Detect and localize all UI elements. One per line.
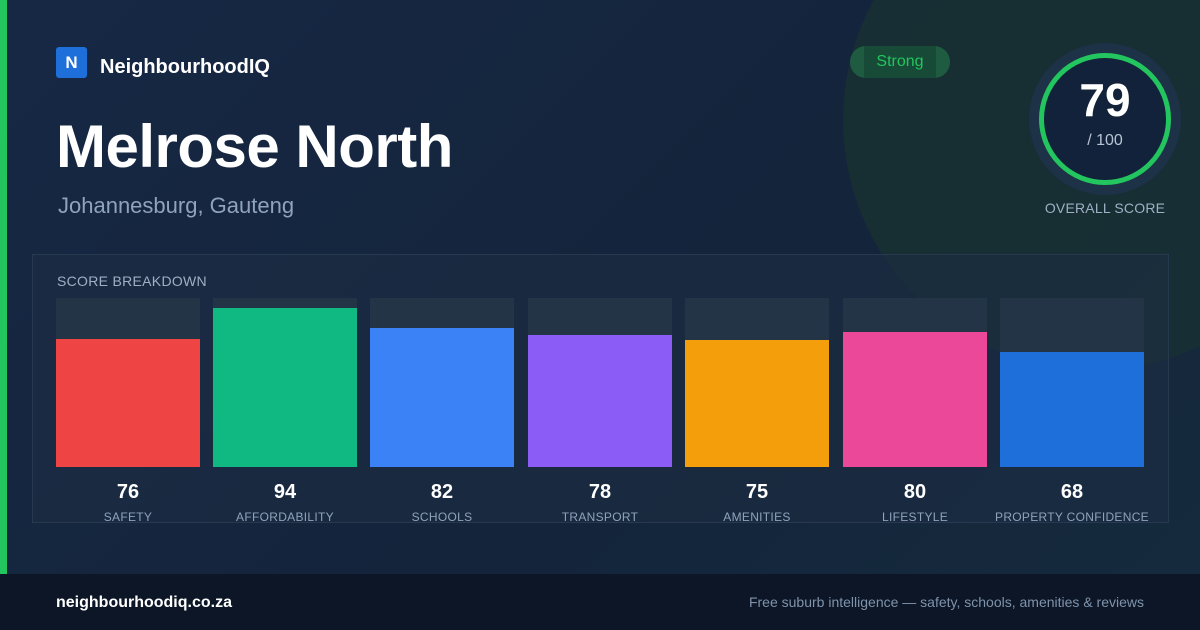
score-bar-property-confidence: 68 PROPERTY CONFIDENCE <box>995 298 1149 524</box>
overall-score-ring: 79 / 100 <box>1029 43 1181 195</box>
score-bar-fill <box>685 340 829 467</box>
score-bar-amenities: 75 AMENITIES <box>685 298 829 524</box>
score-bar-value: 68 <box>1060 481 1084 503</box>
score-bar-fill <box>528 335 672 467</box>
suburb-location: Johannesburg, Gauteng <box>58 193 295 218</box>
score-bar-track <box>1000 298 1144 467</box>
score-bar-label: SAFETY <box>103 510 153 524</box>
score-bar-label: TRANSPORT <box>561 510 639 524</box>
score-bar-track <box>685 298 829 467</box>
score-bar-schools: 82 SCHOOLS <box>370 298 514 524</box>
score-bar-label: LIFESTYLE <box>881 510 949 524</box>
score-bar-fill <box>1000 352 1144 467</box>
score-bar-safety: 76 SAFETY <box>56 298 200 524</box>
breakdown-title: SCORE BREAKDOWN <box>57 273 207 289</box>
footer: neighbourhoodiq.co.za Free suburb intell… <box>0 574 1200 630</box>
brand-logo-icon: N <box>56 47 87 78</box>
score-bar-track <box>213 298 357 467</box>
score-bar-value: 75 <box>745 481 769 503</box>
score-breakdown-panel: SCORE BREAKDOWN 76 SAFETY 94 AFFORDABILITY 8… <box>32 254 1169 524</box>
brand-name: NeighbourhoodIQ <box>100 56 270 78</box>
score-bar-lifestyle: 80 LIFESTYLE <box>843 298 987 524</box>
footer-url-link[interactable]: neighbourhoodiq.co.za <box>56 594 232 611</box>
score-bar-transport: 78 TRANSPORT <box>528 298 672 524</box>
score-bar-label: AMENITIES <box>723 510 791 524</box>
score-bar-fill <box>843 332 987 467</box>
score-bar-fill <box>370 328 514 467</box>
score-bar-track <box>370 298 514 467</box>
score-bar-value: 76 <box>116 481 140 503</box>
score-bar-track <box>56 298 200 467</box>
share-card: N NeighbourhoodIQ Melrose North Johannes… <box>0 0 1200 574</box>
rating-badge-label: Strong <box>876 53 924 70</box>
score-bar-label: AFFORDABILITY <box>236 510 334 524</box>
accent-bar <box>0 0 7 574</box>
overall-score-max: / 100 <box>1087 132 1123 149</box>
score-bar-fill <box>56 339 200 467</box>
suburb-title: Melrose North <box>56 113 453 180</box>
score-bar-label: SCHOOLS <box>411 510 473 524</box>
footer-tagline: Free suburb intelligence — safety, schoo… <box>748 594 1144 610</box>
overall-score-value: 79 <box>1079 74 1131 126</box>
score-bar-value: 82 <box>430 481 454 503</box>
score-bar-value: 78 <box>588 481 612 503</box>
brand[interactable]: N NeighbourhoodIQ <box>56 46 270 79</box>
overall-score-caption: OVERALL SCORE <box>1044 200 1166 216</box>
rating-badge: Strong <box>850 46 950 78</box>
score-bar-label: PROPERTY CONFIDENCE <box>995 510 1149 524</box>
score-bar-value: 94 <box>273 481 297 503</box>
score-bar-value: 80 <box>903 481 927 503</box>
score-bar-track <box>843 298 987 467</box>
score-bar-fill <box>213 308 357 467</box>
score-bar-track <box>528 298 672 467</box>
score-bar-affordability: 94 AFFORDABILITY <box>213 298 357 524</box>
score-ring-progress <box>1039 53 1171 185</box>
